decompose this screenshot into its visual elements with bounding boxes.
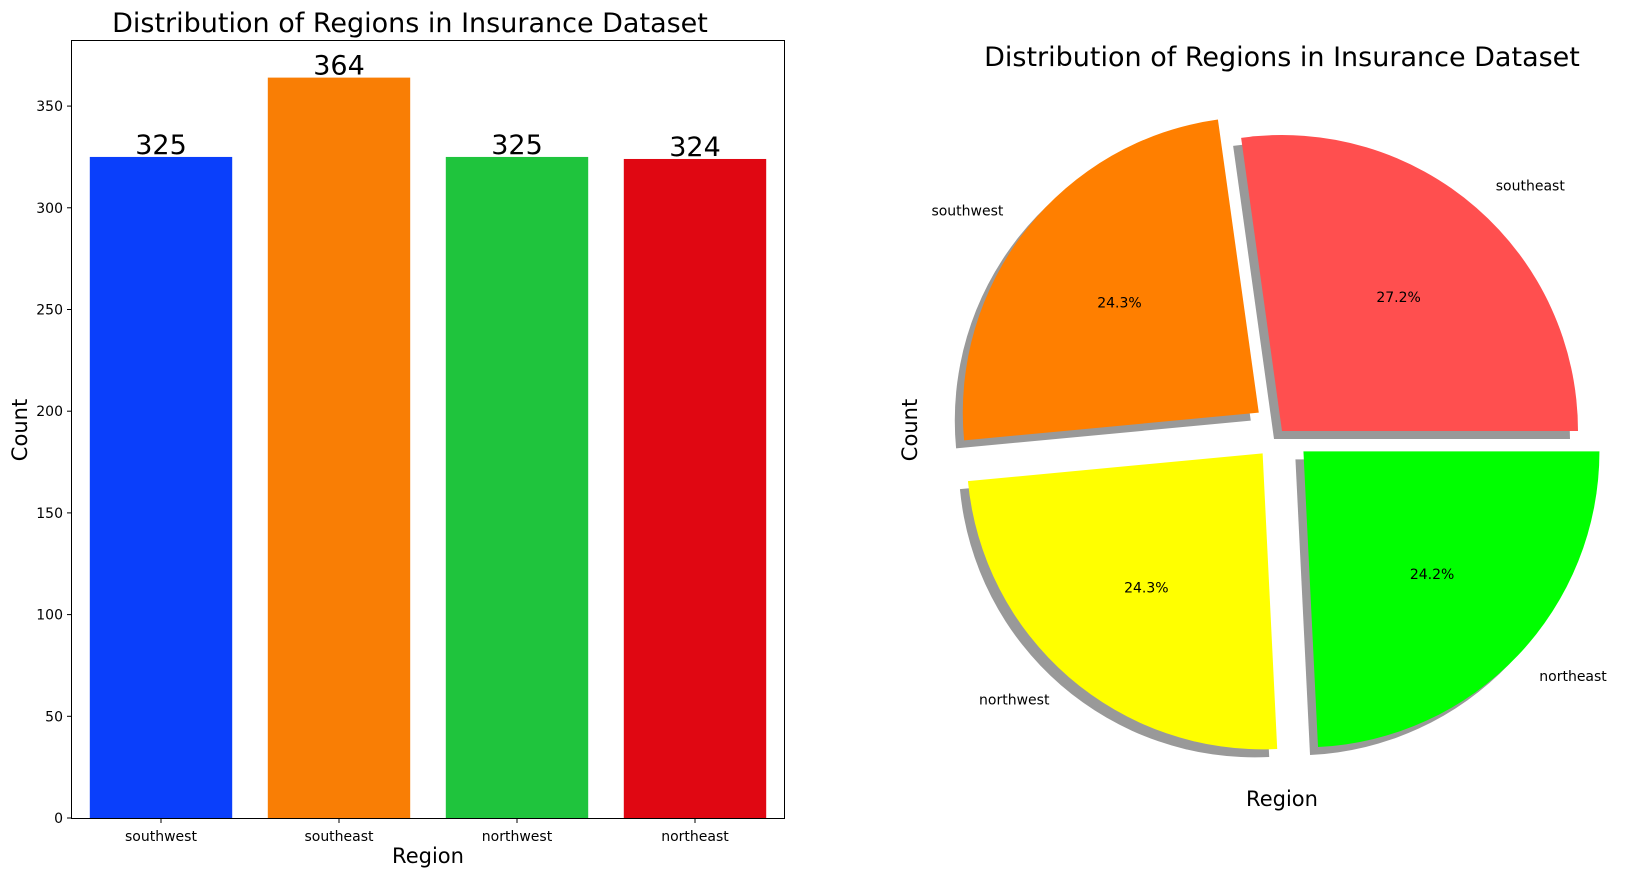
pie-chart: Distribution of Regions in Insurance Dat… [898, 42, 1607, 811]
y-tick-label: 350 [36, 99, 63, 115]
bar-x-axis-label: Region [392, 844, 464, 868]
pie-category-label: southeast [1496, 178, 1566, 194]
y-tick-label: 200 [36, 404, 63, 420]
pie-y-axis-label: Count [898, 399, 922, 461]
pie-slice-northeast [1303, 451, 1600, 748]
pie-category-label: northwest [979, 692, 1050, 708]
bar-x-axis: southwest southeast northwest northeast [125, 818, 729, 845]
bar-chart: Distribution of Regions in Insurance Dat… [8, 8, 785, 868]
pie-pct-label: 24.3% [1124, 581, 1168, 597]
bar-value-label: 324 [669, 132, 721, 163]
pie-labels: 27.2% southeast 24.3% southwest 24.3% northwe… [931, 178, 1607, 708]
bar-y-axis-label: Count [8, 399, 32, 461]
y-tick-label: 0 [54, 811, 63, 827]
bar-southeast [267, 77, 411, 819]
pie-category-label: northeast [1539, 669, 1607, 685]
bar-northeast [623, 158, 767, 818]
y-tick-label: 250 [36, 302, 63, 318]
pie-slice-southwest [962, 119, 1259, 441]
pie-slice-southeast [1241, 134, 1578, 431]
x-tick-label: southeast [304, 829, 374, 845]
bar-plot-frame [71, 40, 785, 819]
pie-x-axis-label: Region [1246, 787, 1318, 811]
bar-chart-title: Distribution of Regions in Insurance Dat… [112, 8, 708, 39]
pie-slice-northwest [967, 453, 1278, 750]
y-tick-label: 150 [36, 506, 63, 522]
bar-southwest [89, 156, 233, 818]
pie-slices [962, 119, 1600, 750]
y-tick-label: 100 [36, 608, 63, 624]
pie-chart-title: Distribution of Regions in Insurance Dat… [984, 42, 1580, 73]
x-tick-label: northwest [482, 829, 553, 845]
bar-value-label: 325 [491, 130, 543, 161]
x-tick-label: southwest [125, 829, 197, 845]
pie-pct-label: 24.2% [1410, 567, 1454, 583]
bar-northwest [445, 156, 589, 818]
bar-marks: 325 364 325 324 [89, 51, 767, 819]
bar-value-label: 364 [313, 51, 365, 82]
pie-pct-label: 24.3% [1097, 295, 1141, 311]
bar-value-label: 325 [135, 130, 187, 161]
y-tick-label: 50 [45, 709, 63, 725]
y-tick-label: 300 [36, 201, 63, 217]
x-tick-label: northeast [661, 829, 729, 845]
bar-y-axis: 0 50 100 150 200 250 300 350 [36, 99, 72, 827]
pie-pct-label: 27.2% [1376, 290, 1420, 306]
pie-category-label: southwest [931, 204, 1003, 220]
